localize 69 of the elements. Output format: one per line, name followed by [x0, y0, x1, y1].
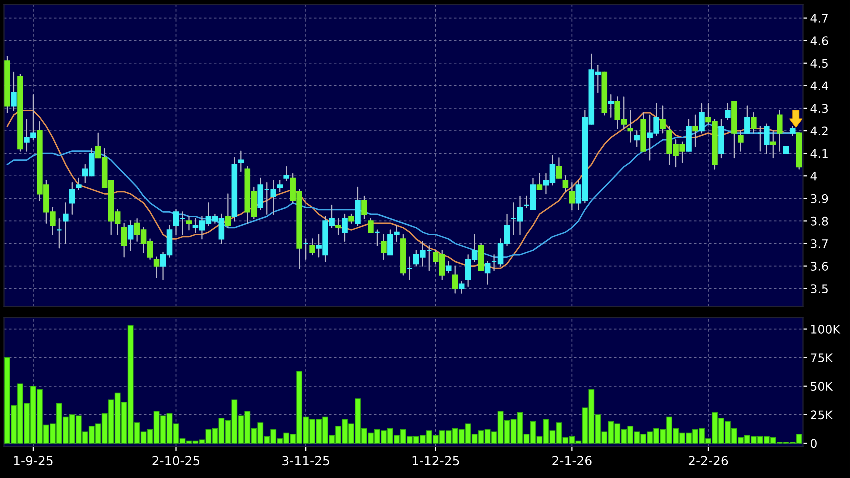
candlestick	[362, 196, 368, 220]
y-tick-label: 4.5	[810, 59, 828, 68]
candlestick	[770, 130, 776, 159]
candlestick	[310, 238, 316, 256]
candlestick	[407, 256, 413, 280]
candlestick	[699, 103, 705, 134]
candlestick	[277, 180, 283, 192]
y-tick-label: 4.7	[810, 14, 828, 23]
y-tick-label: 100K	[811, 325, 841, 334]
candlestick	[608, 94, 614, 118]
candlestick	[744, 106, 750, 134]
candlestick	[186, 216, 192, 231]
y-tick-label: 3.8	[811, 216, 828, 226]
candlestick	[368, 218, 374, 234]
y-tick-label: 4.2	[810, 126, 828, 136]
y-tick-label: 3.7	[811, 239, 828, 248]
candlestick	[154, 256, 160, 278]
x-tick-label: 2-1-26	[552, 456, 592, 466]
candlestick	[562, 176, 569, 192]
x-tick-label: 2-2-26	[688, 456, 728, 466]
candlestick	[536, 173, 543, 190]
y-tick-label: 4	[810, 172, 818, 181]
candlestick	[484, 261, 491, 285]
y-tick-label: 4.6	[810, 36, 828, 46]
candlestick	[225, 194, 232, 229]
y-tick-label: 75K	[811, 354, 834, 362]
y-tick-label: 0	[810, 439, 817, 448]
candlestick	[751, 112, 757, 134]
y-tick-label: 3.9	[811, 194, 828, 204]
candlestick	[121, 222, 128, 258]
candlestick	[452, 266, 458, 294]
y-tick-label: 3.5	[811, 284, 828, 294]
y-tick-label: 4.1	[810, 149, 828, 158]
x-tick-label: 1-12-25	[412, 456, 460, 466]
candlestick	[446, 261, 452, 274]
y-tick-label: 3.6	[811, 262, 828, 271]
candlestick	[336, 218, 342, 236]
candlestick	[374, 230, 380, 247]
candlestick	[569, 182, 576, 210]
y-tick-label: 4.3	[810, 104, 828, 114]
candlestick	[634, 130, 640, 148]
candlestick	[776, 110, 783, 152]
y-tick-label: 4.4	[810, 82, 828, 90]
candlestick	[303, 238, 309, 260]
candlestick	[556, 158, 562, 179]
candlestick	[76, 178, 82, 190]
candlestick	[284, 166, 290, 182]
candlestick	[725, 103, 731, 120]
candlestick	[56, 218, 62, 249]
candlestick	[628, 110, 634, 143]
candlestick	[63, 202, 69, 244]
candlestick	[692, 114, 698, 148]
candlestick	[238, 150, 244, 172]
x-tick-label: 1-9-25	[14, 456, 53, 466]
candlestick	[348, 214, 354, 224]
candlestick	[70, 182, 76, 215]
candlestick	[342, 214, 348, 242]
candlestick	[128, 220, 134, 252]
candlestick	[355, 186, 361, 226]
candlestick	[738, 130, 744, 152]
y-tick-label: 25K	[811, 410, 834, 420]
y-tick-label: 50K	[811, 382, 834, 392]
candlestick	[458, 282, 465, 294]
x-tick-label: 3-11-25	[282, 456, 330, 466]
candlestick	[381, 234, 387, 260]
candlestick	[11, 72, 17, 112]
candlestick	[790, 126, 796, 136]
x-tick-label: 2-10-25	[152, 456, 200, 466]
candlestick	[660, 106, 666, 134]
